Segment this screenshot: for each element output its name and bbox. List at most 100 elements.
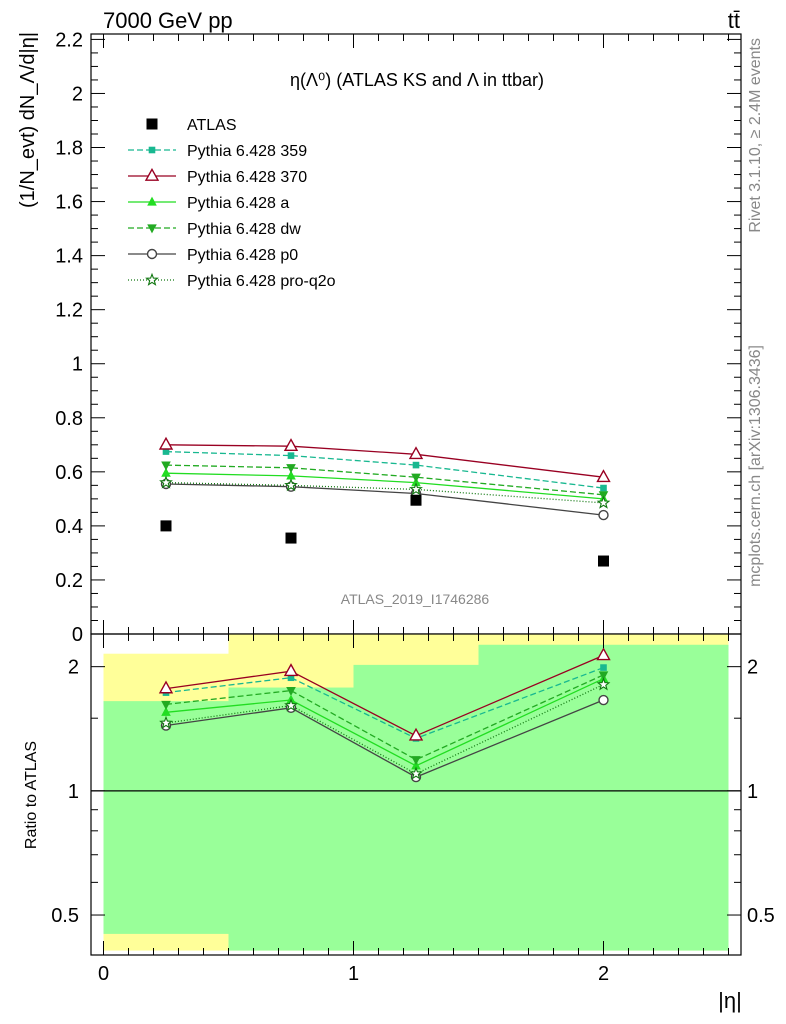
series-point-pythia-6-428-370 xyxy=(408,446,424,460)
series-point-pythia-6-428-pro-q2o xyxy=(284,478,298,492)
legend-marker-pythia-6-428-pro-q2o xyxy=(145,272,159,286)
x-tick-label: 0 xyxy=(98,963,109,985)
main-plot-axes: 0 0.2 0.4 0.6 0.8 1 1.2 1.4 1.6 1.8 2 2.2 xyxy=(55,29,742,646)
ratio-line-pythia-6-428-p0 xyxy=(165,699,604,778)
ratio-point-pythia-6-428-370 xyxy=(158,680,174,694)
ratio-y-tick-label: 1 xyxy=(68,781,79,803)
main-y-tick-label: 2 xyxy=(72,83,83,105)
ratio-line-pythia-6-428-359 xyxy=(165,666,604,740)
ratio-point-pythia-6-428-pro-q2o xyxy=(409,766,423,780)
series-line-pythia-6-428-359 xyxy=(165,450,604,489)
ratio-line-pythia-6-428-a xyxy=(165,678,604,767)
ratio-y-tick-label-right: 2 xyxy=(747,657,758,679)
ratio-line-pythia-6-428-dw xyxy=(165,674,604,761)
ratio-plot-bands xyxy=(91,634,741,951)
series-point-pythia-6-428-p0 xyxy=(598,509,609,521)
main-y-tick-label: 1.8 xyxy=(55,138,83,160)
ratio-point-pythia-6-428-359 xyxy=(600,664,607,671)
legend-label-atlas: ATLAS xyxy=(187,117,237,134)
ratio-point-pythia-6-428-370 xyxy=(283,663,299,677)
legend: ATLAS Pythia 6.428 359 Pythia 6.428 370 Pyt… xyxy=(128,117,336,290)
series-point-pythia-6-428-359 xyxy=(600,484,607,492)
main-y-tick-label: 0.4 xyxy=(55,516,83,538)
analysis-watermark: ATLAS_2019_I1746286 xyxy=(341,591,490,607)
uncertainty-band-green xyxy=(103,701,229,934)
ratio-point-pythia-6-428-370 xyxy=(408,727,424,741)
ratio-plot-series xyxy=(158,647,611,783)
data-point-atlas xyxy=(410,494,422,506)
main-y-tick-label: 0 xyxy=(72,624,83,646)
series-line-pythia-6-428-370 xyxy=(165,444,604,478)
mcplots-label: mcplots.cern.ch [arXiv:1306.3436] xyxy=(747,345,764,587)
main-y-axis-label: (1/N_evt) dN_Λ/d|η| xyxy=(17,32,39,208)
main-plot-title: η(Λ⁰) (ATLAS KS and Λ in ttbar) xyxy=(290,70,544,90)
ratio-point-pythia-6-428-p0 xyxy=(598,694,609,706)
legend-label-pythia-6-428-p0: Pythia 6.428 p0 xyxy=(187,247,298,264)
legend-label-pythia-6-428-370: Pythia 6.428 370 xyxy=(187,169,307,186)
x-tick-label: 1 xyxy=(348,963,359,985)
legend-label-pythia-6-428-dw: Pythia 6.428 dw xyxy=(187,221,301,238)
rivet-version-label: Rivet 3.1.10, ≥ 2.4M events xyxy=(747,38,764,233)
main-y-tick-label: 2.2 xyxy=(55,29,83,51)
series-line-pythia-6-428-p0 xyxy=(165,483,604,516)
ratio-y-tick-label-right: 0.5 xyxy=(747,905,775,927)
ratio-point-pythia-6-428-370 xyxy=(596,647,611,661)
series-line-pythia-6-428-dw xyxy=(165,464,604,496)
legend-label-pythia-6-428-359: Pythia 6.428 359 xyxy=(187,143,307,160)
ratio-point-pythia-6-428-dw xyxy=(161,700,171,710)
ratio-point-pythia-6-428-a xyxy=(161,706,171,716)
legend-marker-pythia-6-428-dw xyxy=(147,224,157,234)
legend-marker-pythia-6-428-370 xyxy=(144,167,160,181)
ratio-y-tick-label: 2 xyxy=(68,657,79,679)
ratio-y-tick-label-right: 1 xyxy=(747,781,758,803)
ratio-point-pythia-6-428-dw xyxy=(411,756,421,766)
data-point-atlas xyxy=(285,532,297,544)
legend-marker-atlas xyxy=(146,118,158,130)
uncertainty-band-green xyxy=(228,687,354,951)
series-point-pythia-6-428-dw xyxy=(161,461,171,471)
ratio-y-tick-label: 0.5 xyxy=(51,905,79,927)
ratio-line-pythia-6-428-pro-q2o xyxy=(165,683,604,775)
legend-label-pythia-6-428-pro-q2o: Pythia 6.428 pro-q2o xyxy=(187,273,336,290)
uncertainty-band-green xyxy=(353,664,479,951)
legend-marker-pythia-6-428-359 xyxy=(148,146,156,154)
series-point-pythia-6-428-370 xyxy=(596,469,611,483)
ratio-point-pythia-6-428-pro-q2o xyxy=(596,677,611,691)
ratio-point-pythia-6-428-dw xyxy=(286,686,296,696)
legend-label-pythia-6-428-a: Pythia 6.428 a xyxy=(187,195,289,212)
series-point-pythia-6-428-370 xyxy=(158,436,174,450)
ratio-point-pythia-6-428-359 xyxy=(287,674,295,682)
series-point-pythia-6-428-a xyxy=(286,470,296,480)
series-point-pythia-6-428-dw xyxy=(286,464,296,474)
series-point-pythia-6-428-pro-q2o xyxy=(159,475,173,489)
series-point-pythia-6-428-pro-q2o xyxy=(596,495,611,509)
ratio-point-pythia-6-428-pro-q2o xyxy=(284,698,298,712)
ratio-point-pythia-6-428-pro-q2o xyxy=(159,715,173,729)
series-point-pythia-6-428-359 xyxy=(412,461,420,469)
header-energy-label: 7000 GeV pp xyxy=(103,8,233,33)
series-point-pythia-6-428-359 xyxy=(162,448,170,455)
main-y-tick-label: 1.4 xyxy=(55,246,83,268)
series-point-pythia-6-428-dw xyxy=(411,473,421,483)
ratio-line-pythia-6-428-370 xyxy=(165,654,604,737)
main-y-tick-label: 0.2 xyxy=(55,570,83,592)
uncertainty-band-green xyxy=(478,644,729,951)
main-y-tick-label: 0.6 xyxy=(55,462,83,484)
main-plot-series xyxy=(158,436,611,567)
ratio-plot-axes: 0.5 0.5 1 1 2 2 0 1 2 xyxy=(51,633,775,985)
series-point-pythia-6-428-pro-q2o xyxy=(409,482,423,496)
ratio-point-pythia-6-428-dw xyxy=(598,671,609,681)
ratio-plot-frame xyxy=(90,633,742,956)
main-y-tick-label: 1.2 xyxy=(55,300,83,322)
series-point-pythia-6-428-a xyxy=(161,467,171,477)
series-point-pythia-6-428-370 xyxy=(283,438,299,452)
series-point-pythia-6-428-359 xyxy=(287,452,295,459)
data-point-atlas xyxy=(160,520,172,532)
header-process-label: tt̄ xyxy=(728,8,740,33)
series-line-pythia-6-428-a xyxy=(165,472,604,500)
main-y-tick-label: 1.6 xyxy=(55,192,83,214)
legend-marker-pythia-6-428-p0 xyxy=(146,248,158,260)
main-y-tick-label: 0.8 xyxy=(55,408,83,430)
ratio-y-axis-label: Ratio to ATLAS xyxy=(23,741,40,849)
